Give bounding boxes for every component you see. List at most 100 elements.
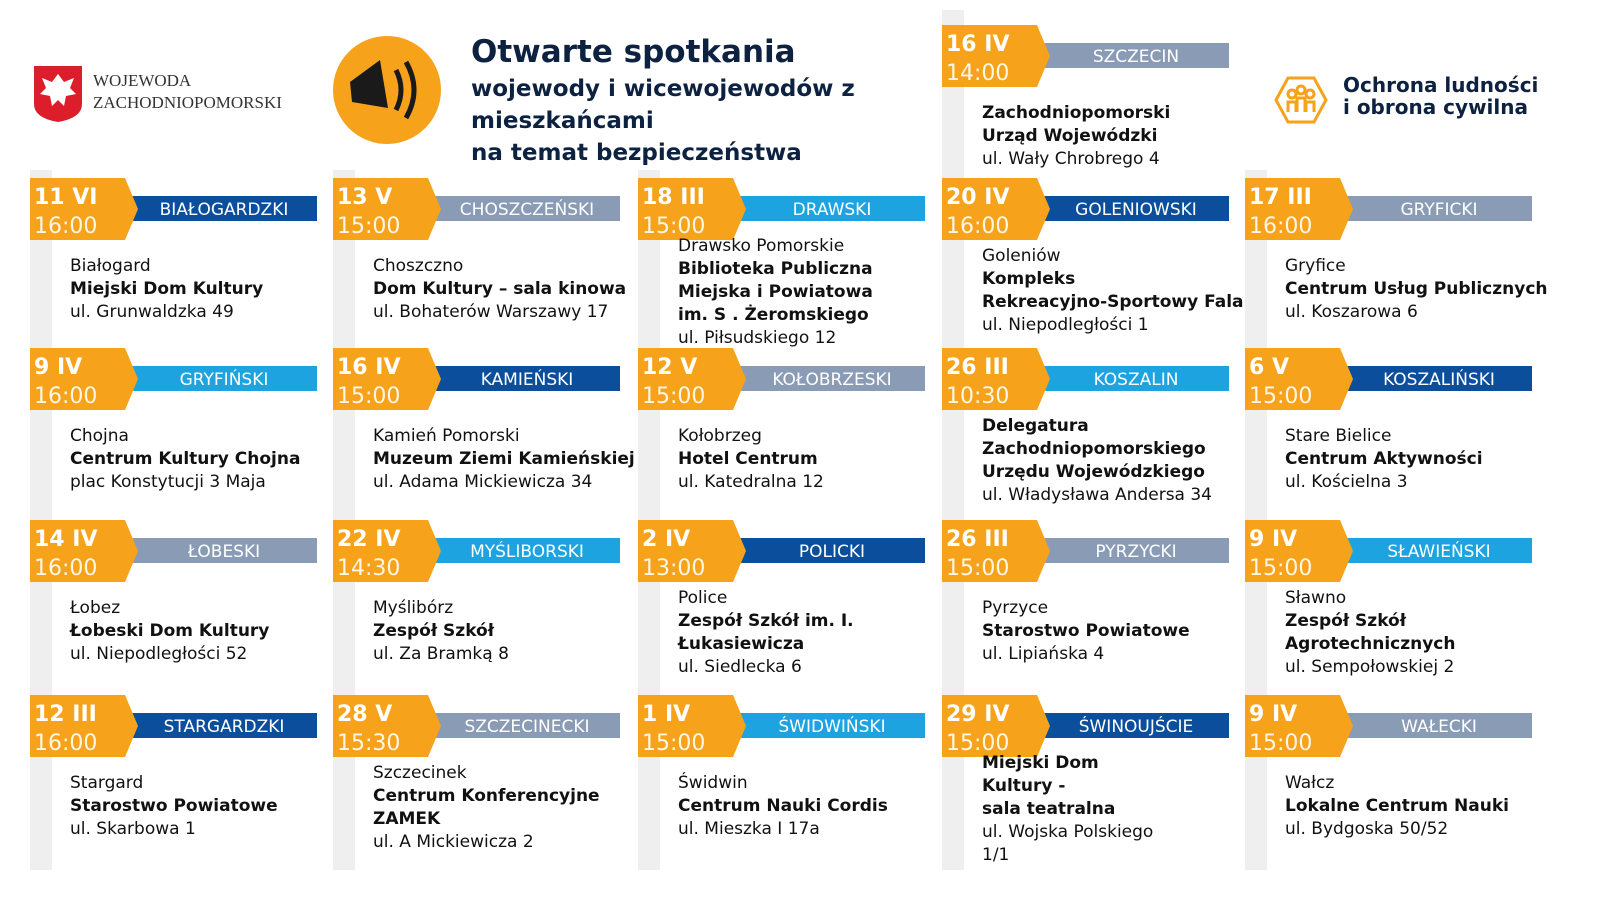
event-date: 17 III [1249, 185, 1312, 210]
district-name: DRAWSKI [793, 200, 872, 220]
venue-name: Łukasiewicza [677, 634, 804, 654]
event: 12 III 16:00 STARGARDZKI Stargard Starostwo … [30, 695, 317, 839]
venue-name: Urząd Wojewódzki [982, 126, 1157, 146]
event-date: 6 V [1249, 355, 1289, 380]
district-name: ŚWIDWIŃSKI [778, 715, 885, 737]
event-time: 15:00 [642, 731, 705, 756]
venue-text: ul. Władysława Andersa 34 [982, 485, 1212, 505]
district-band [738, 538, 925, 563]
date-arrow [30, 178, 138, 240]
event-time: 15:30 [337, 731, 400, 756]
event: 29 IV 15:00 ŚWINOUJŚCIE Miejski Dom Kultury … [942, 695, 1229, 865]
venue-text: ul. Wojska Polskiego [982, 822, 1153, 842]
event: 1 IV 15:00 ŚWIDWIŃSKI Świdwin Centrum Nauki … [638, 695, 925, 839]
date-arrow [30, 520, 138, 582]
date-arrow [333, 520, 441, 582]
district-band [738, 366, 925, 391]
event-time: 16:00 [34, 731, 97, 756]
subtitle: na temat bezpieczeństwa [471, 140, 802, 166]
district-band [1345, 196, 1532, 221]
district-name: GOLENIOWSKI [1075, 200, 1197, 220]
venue-name: Łobeski Dom Kultury [69, 621, 269, 641]
district-name: BIAŁOGARDZKI [160, 200, 289, 220]
venue-name: Centrum Usług Publicznych [1285, 279, 1548, 299]
event: 12 V 15:00 KOŁOBRZESKI Kołobrzeg Hotel Centr… [638, 348, 925, 492]
district-name: STARGARDZKI [164, 717, 285, 737]
venue-name: Kultury - [982, 776, 1065, 796]
venue-text: Kamień Pomorski [373, 426, 520, 446]
venue-text: ul. Katedralna 12 [678, 472, 824, 492]
event-date: 20 IV [946, 185, 1010, 210]
venue-text: Białogard [70, 256, 151, 276]
venue-name: Urzędu Wojewódzkiego [982, 462, 1205, 482]
venue-name: Lokalne Centrum Nauki [1285, 796, 1509, 816]
venue-name: Muzeum Ziemi Kamieńskiej [373, 449, 635, 469]
district-band [433, 713, 620, 738]
subtitle: mieszkańcami [471, 108, 654, 134]
district-name: KOSZALIŃSKI [1383, 368, 1495, 390]
civil-defence-icon [1274, 76, 1328, 124]
venue-text: ul. Grunwaldzka 49 [70, 302, 234, 322]
district-band [1345, 366, 1532, 391]
venue-name: ZAMEK [373, 809, 441, 829]
venue-text: Myślibórz [373, 598, 453, 618]
date-arrow [942, 695, 1050, 757]
district-band [433, 538, 620, 563]
event: 26 III 10:30 KOSZALIN Delegatura Zachodniopo… [942, 348, 1229, 505]
venue-name: Hotel Centrum [678, 449, 818, 469]
date-arrow [638, 695, 746, 757]
date-arrow [942, 178, 1050, 240]
venue-name: Zespół Szkół [373, 621, 495, 641]
event: 11 VI 16:00 BIAŁOGARDZKI Białogard Miejski D… [30, 178, 317, 322]
venue-name: Dom Kultury – sala kinowa [373, 279, 626, 299]
venue-text: Stare Bielice [1285, 426, 1391, 446]
date-arrow [942, 348, 1050, 410]
venue-name: Miejska i Powiatowa [678, 282, 873, 302]
event-time: 15:00 [337, 384, 400, 409]
venue-text: ul. Bydgoska 50/52 [1285, 819, 1448, 839]
date-arrow [1245, 178, 1353, 240]
event-date: 13 V [337, 185, 392, 210]
district-band [433, 366, 620, 391]
event-time: 15:00 [1249, 731, 1312, 756]
event-time: 15:00 [642, 384, 705, 409]
event-date: 28 V [337, 702, 392, 727]
venue-name: Zachodniopomorskiego [982, 439, 1206, 459]
venue-text: Świdwin [678, 771, 748, 793]
district-name: GRYFICKI [1400, 200, 1477, 220]
date-arrow [942, 25, 1050, 87]
event-time: 15:00 [1249, 556, 1312, 581]
event-time: 14:30 [337, 556, 400, 581]
venue-text: ul. Koszarowa 6 [1285, 302, 1418, 322]
event-time: 10:30 [946, 384, 1009, 409]
event-date: 9 IV [34, 355, 82, 380]
event-time: 15:00 [337, 214, 400, 239]
event: 9 IV 16:00 GRYFIŃSKI Chojna Centrum Kultury … [30, 348, 317, 492]
venue-name: Centrum Nauki Cordis [678, 796, 888, 816]
venue-text: Wałcz [1285, 773, 1334, 793]
event-time: 15:00 [946, 731, 1009, 756]
logo-text: WOJEWODA [93, 71, 192, 90]
date-arrow [638, 520, 746, 582]
district-band [1042, 713, 1229, 738]
event: 17 III 16:00 GRYFICKI Gryfice Centrum Usług … [1245, 178, 1548, 322]
venue-name: Kompleks [982, 269, 1075, 289]
date-arrow [942, 520, 1050, 582]
district-name: SZCZECINECKI [464, 717, 589, 737]
logo-text: Ochrona ludności [1343, 73, 1538, 97]
district-name: ŚWINOUJŚCIE [1079, 715, 1194, 737]
venue-name: Starostwo Powiatowe [982, 621, 1190, 641]
venue-text: Police [678, 588, 727, 608]
venue-text: ul. A Mickiewicza 2 [373, 832, 534, 852]
district-band [1345, 713, 1532, 738]
venue-text: ul. Piłsudskiego 12 [678, 328, 836, 348]
district-name: PYRZYCKI [1095, 542, 1176, 562]
district-name: POLICKI [799, 542, 865, 562]
district-band [1042, 366, 1229, 391]
venue-text: Łobez [69, 598, 120, 618]
venue-text: plac Konstytucji 3 Maja [70, 472, 266, 492]
district-band [1042, 538, 1229, 563]
event: 6 V 15:00 KOSZALIŃSKI Stare Bielice Centrum … [1245, 348, 1532, 492]
